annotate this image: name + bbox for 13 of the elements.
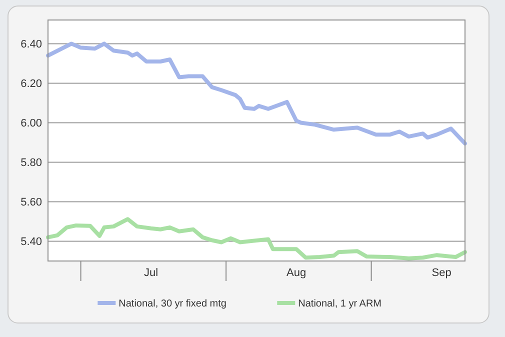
legend-label: National, 30 yr fixed mtg [118, 298, 226, 310]
y-tick-label: 5.40 [20, 236, 42, 248]
x-tick-label: Jul [144, 267, 158, 279]
y-tick-label: 5.80 [20, 157, 42, 170]
y-tick-label: 5.60 [20, 196, 42, 209]
y-tick-label: 6.20 [20, 78, 42, 90]
x-tick-label: Sep [432, 267, 452, 279]
y-tick-label: 6.40 [20, 38, 42, 51]
line-series [46, 42, 467, 146]
line-series [46, 217, 467, 260]
y-tick-label: 6.00 [20, 118, 42, 130]
legend-label: National, 1 yr ARM [298, 298, 382, 310]
x-tick-label: Aug [286, 267, 306, 279]
